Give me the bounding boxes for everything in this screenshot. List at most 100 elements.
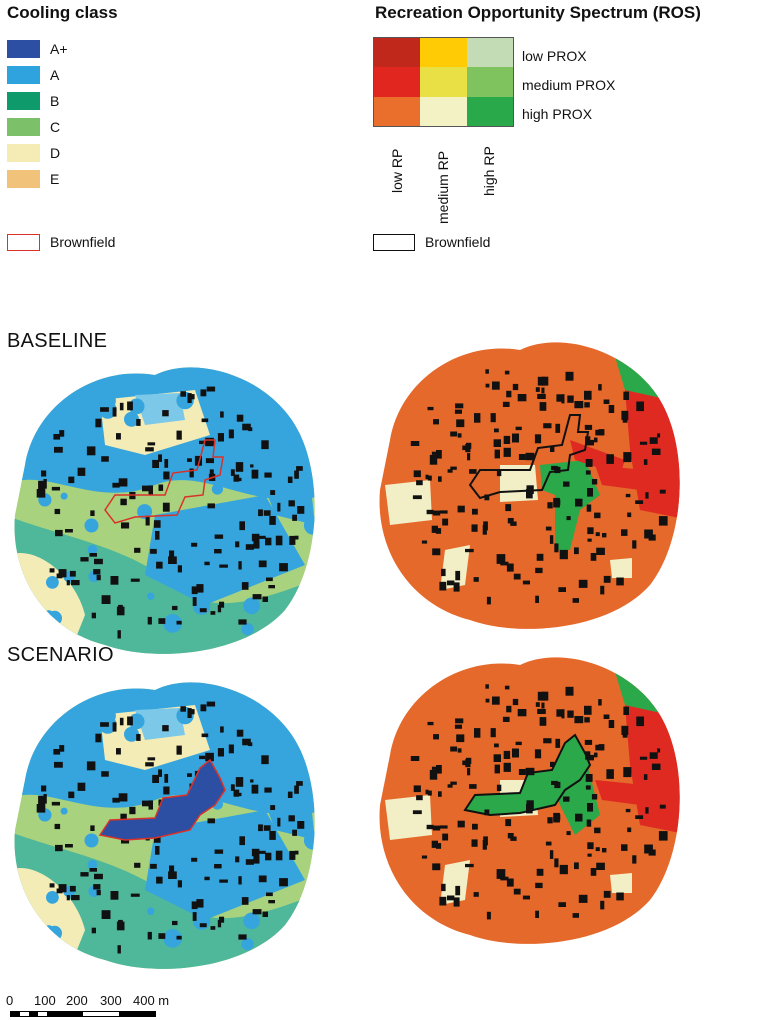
building <box>554 543 559 553</box>
building <box>86 761 96 771</box>
building <box>627 512 632 518</box>
ros-cell <box>420 67 467 97</box>
scale-label-300: 300 <box>100 993 122 1008</box>
brownfield-label: Brownfield <box>50 234 116 250</box>
building <box>587 803 593 812</box>
building <box>261 440 269 450</box>
building <box>158 484 164 491</box>
building <box>494 764 500 774</box>
building <box>187 708 192 718</box>
building <box>512 383 519 391</box>
building <box>189 468 194 478</box>
building <box>43 479 47 489</box>
building <box>558 587 566 592</box>
building <box>297 506 305 514</box>
building <box>586 754 594 761</box>
tree-patch <box>277 724 295 742</box>
building <box>503 750 511 759</box>
building <box>187 458 192 462</box>
building <box>490 728 496 738</box>
building <box>515 426 522 431</box>
building <box>238 934 247 940</box>
building <box>447 469 453 473</box>
zone-cream <box>610 558 632 578</box>
building <box>549 850 554 859</box>
building <box>65 529 73 533</box>
building <box>554 814 561 821</box>
tree-patch <box>73 709 88 724</box>
building <box>191 709 195 715</box>
ros-cell <box>467 97 513 126</box>
building <box>512 698 519 706</box>
building <box>142 800 151 807</box>
building <box>450 781 457 785</box>
building <box>632 540 637 549</box>
building <box>472 508 478 515</box>
building <box>485 383 490 388</box>
tree-patch <box>279 467 299 486</box>
building <box>277 817 281 827</box>
building <box>433 734 439 740</box>
building <box>644 529 653 539</box>
cooling-label: E <box>50 171 60 187</box>
tree-patch <box>124 726 139 742</box>
building <box>507 833 514 839</box>
building <box>457 748 462 753</box>
building <box>239 836 245 846</box>
building <box>251 784 259 794</box>
scale-label-0: 0 <box>6 993 14 1008</box>
building <box>658 831 668 841</box>
building <box>505 819 512 827</box>
building <box>54 823 61 830</box>
zone-a <box>235 720 315 840</box>
building <box>252 594 262 600</box>
building <box>258 824 263 832</box>
building <box>204 561 210 566</box>
building <box>258 875 267 883</box>
building <box>152 459 159 468</box>
building <box>651 763 661 770</box>
tree-patch <box>84 518 99 533</box>
building <box>101 456 109 462</box>
building <box>584 717 590 723</box>
building <box>162 410 169 417</box>
building <box>258 560 267 568</box>
map-area <box>379 657 680 944</box>
building <box>257 535 266 539</box>
building <box>585 774 593 782</box>
building <box>425 474 429 480</box>
building <box>537 393 546 399</box>
building <box>117 630 121 639</box>
zone-a <box>145 810 305 920</box>
building <box>561 394 565 404</box>
building <box>537 691 545 701</box>
building <box>427 475 432 481</box>
building <box>89 553 97 557</box>
building <box>196 899 204 908</box>
building <box>486 596 491 605</box>
building <box>429 454 438 465</box>
building <box>172 920 178 926</box>
building <box>266 577 273 582</box>
building <box>492 381 500 390</box>
building <box>277 502 281 512</box>
building <box>469 469 477 474</box>
building <box>594 512 601 519</box>
building <box>496 784 502 792</box>
tree-patch <box>163 929 182 948</box>
building <box>245 859 254 865</box>
building <box>205 752 214 762</box>
scale-label-100: 100 <box>34 993 56 1008</box>
building <box>431 840 438 848</box>
tree-patch <box>241 877 252 887</box>
building <box>119 402 124 411</box>
building <box>543 738 552 744</box>
building <box>623 452 632 463</box>
building <box>556 709 562 717</box>
building <box>101 771 109 777</box>
cooling-swatch <box>7 144 40 162</box>
building <box>471 839 478 847</box>
building <box>242 738 251 746</box>
building <box>503 435 511 444</box>
tree-patch <box>87 544 98 555</box>
